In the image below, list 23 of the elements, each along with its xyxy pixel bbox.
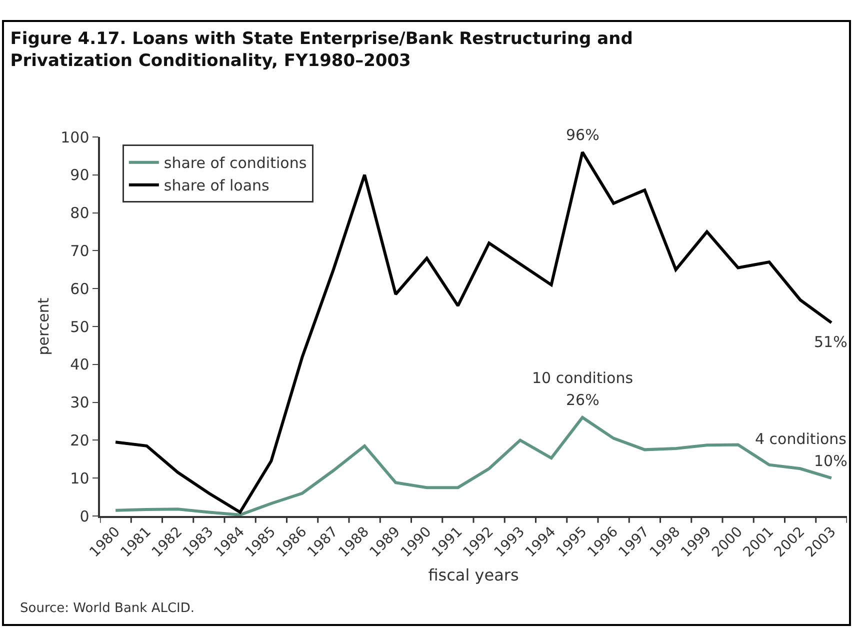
y-tick-label: 20 [70, 431, 90, 450]
annotation: 51% [814, 333, 848, 351]
annotation: 10 conditions [532, 369, 634, 387]
y-tick-label: 50 [70, 318, 90, 336]
y-tick-label: 40 [70, 356, 90, 374]
y-tick-label: 0 [80, 507, 90, 526]
annotation: 10% [814, 452, 848, 470]
annotation: 4 conditions [755, 430, 847, 448]
y-tick-label: 90 [70, 166, 90, 184]
legend-label: share of conditions [164, 154, 307, 172]
x-axis-title: fiscal years [428, 566, 519, 585]
y-tick-label: 30 [70, 394, 90, 412]
y-tick-label: 60 [70, 280, 90, 298]
legend-label: share of loans [164, 176, 270, 195]
y-axis-title: percent [34, 298, 52, 356]
chart-title: Figure 4.17. Loans with State Enterprise/Bank Restructuring and Privatization Conditionality, FY1980–2003 [10, 29, 633, 72]
y-tick-label: 70 [70, 242, 90, 260]
annotation: 26% [566, 391, 600, 409]
annotation: 96% [566, 126, 600, 144]
y-tick-label: 100 [60, 128, 90, 146]
y-tick-label: 10 [70, 469, 90, 488]
y-tick-label: 80 [70, 204, 90, 222]
source-note: Source: World Bank ALCID. [20, 601, 195, 616]
